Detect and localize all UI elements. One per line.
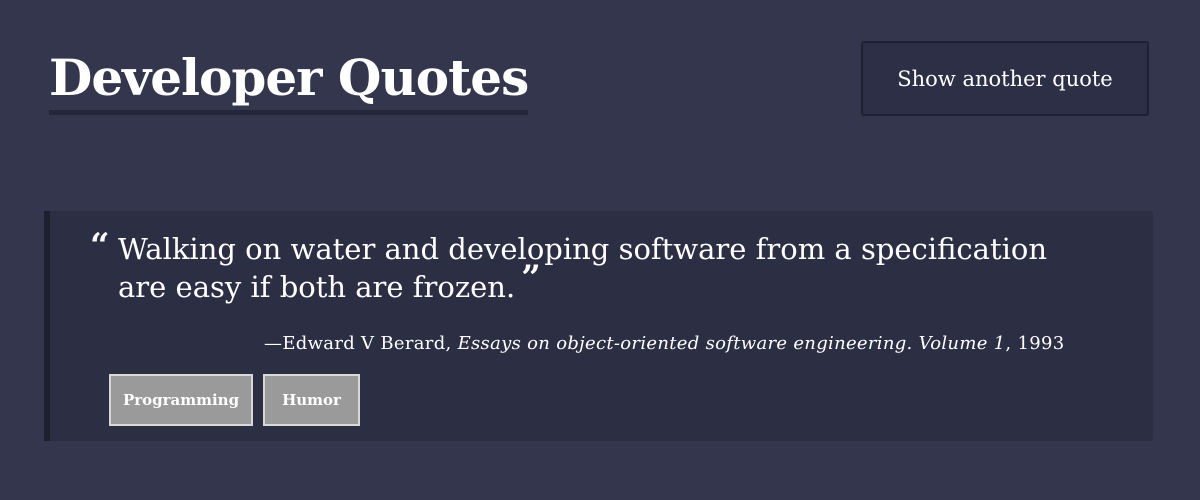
attribution-separator: , [445, 333, 458, 354]
show-another-quote-button[interactable]: Show another quote [861, 41, 1149, 116]
tag-humor[interactable]: Humor [263, 374, 360, 426]
quote-card: “ Walking on water and developing softwa… [44, 211, 1153, 441]
page-title: Developer Quotes [49, 48, 529, 115]
tag-list: Programming Humor [109, 374, 360, 426]
tag-programming[interactable]: Programming [109, 374, 253, 426]
attribution: —Edward V Berard, Essays on object-orien… [264, 332, 1064, 356]
close-quote-icon: ” [521, 258, 541, 298]
quote-body: “ Walking on water and developing softwa… [90, 226, 1100, 306]
quote-text: Walking on water and developing software… [118, 231, 1100, 306]
quote-author: Edward V Berard [282, 333, 446, 354]
attribution-dash: — [264, 333, 283, 354]
open-quote-icon: “ [90, 226, 110, 266]
quote-year: 1993 [1017, 333, 1065, 354]
quote-source: Essays on object-oriented software engin… [457, 333, 1006, 354]
year-separator: , [1005, 333, 1018, 354]
quote-text-content: Walking on water and developing software… [118, 232, 1048, 304]
